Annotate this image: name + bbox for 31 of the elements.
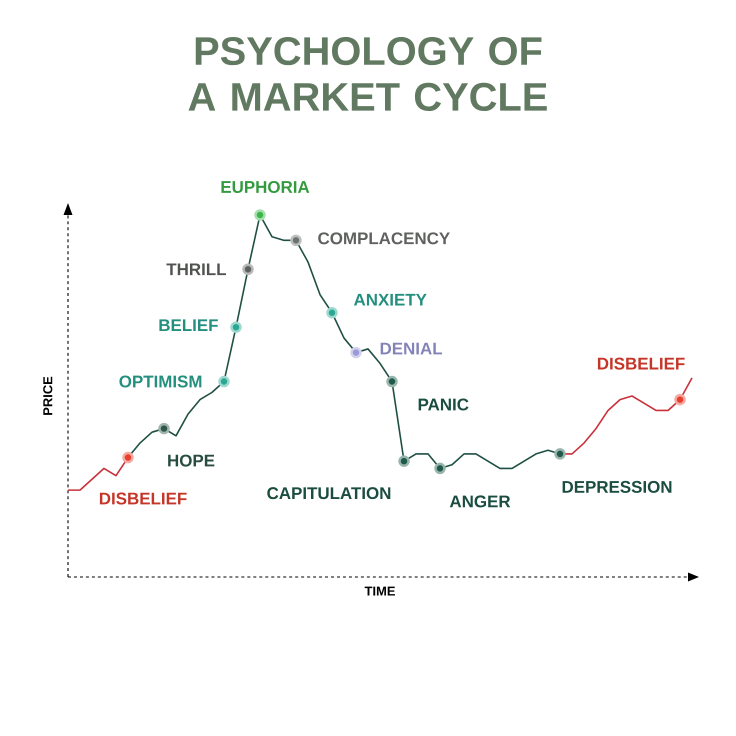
annotation: THRILL — [166, 263, 226, 276]
annotation: HOPE — [168, 454, 214, 467]
point — [326, 307, 338, 318]
point — [350, 346, 362, 358]
point — [122, 452, 134, 464]
annotation: DEPRESSION — [562, 480, 672, 493]
point — [230, 321, 242, 333]
annotation: DISBELIEF — [100, 492, 187, 505]
point — [290, 234, 302, 246]
point — [386, 376, 398, 388]
annotation: PANIC — [418, 398, 469, 411]
annotation: BELIEF — [159, 319, 218, 332]
point — [554, 448, 566, 460]
annotation: OPTIMISM — [119, 376, 202, 388]
annotation: ANGER — [450, 495, 510, 508]
x-axis-title: TIME — [364, 586, 395, 596]
annotation: CAPITULATION — [267, 487, 390, 500]
annotation: DISBELIEF — [598, 358, 685, 370]
point — [242, 264, 254, 276]
text: EUPHORIA — [221, 180, 310, 193]
point — [218, 376, 230, 388]
y-axis-title: PRICE — [43, 376, 52, 415]
annotation: DENIAL — [380, 342, 442, 354]
annotation: COMPLACENCY — [318, 232, 450, 244]
point — [158, 422, 170, 434]
chart-title: PSYCHOLOGY OF A MARKET CYCLE — [188, 36, 547, 112]
point — [674, 394, 686, 406]
point — [254, 209, 266, 221]
point — [398, 455, 410, 467]
point — [434, 462, 446, 474]
annotation: ANXIETY — [354, 294, 427, 306]
